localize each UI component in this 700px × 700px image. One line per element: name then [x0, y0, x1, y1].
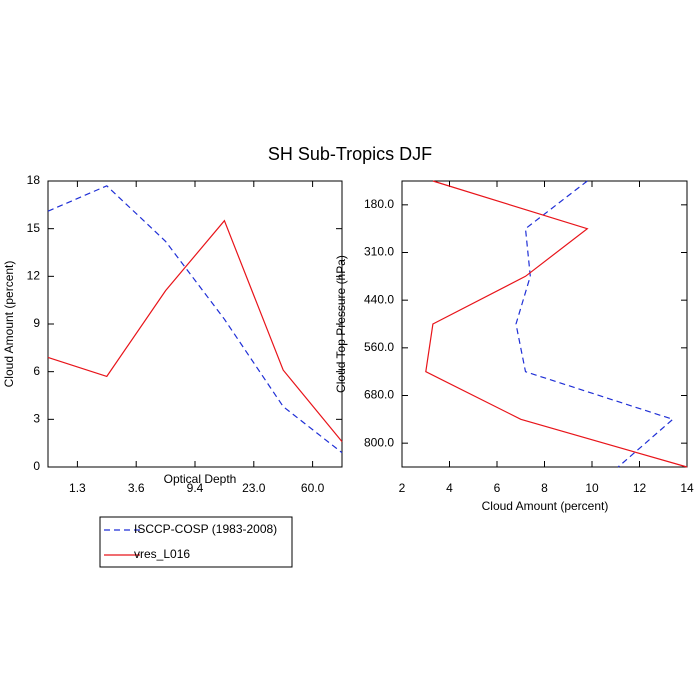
y-tick-label: 12 [27, 269, 41, 283]
chart-title: SH Sub-Tropics DJF [268, 144, 432, 164]
y-tick-label: 180.0 [364, 197, 394, 211]
plot-frame [47, 180, 343, 468]
legend-box [99, 516, 293, 568]
y-tick-label: 6 [33, 364, 40, 378]
y-tick-label: 9 [33, 316, 40, 330]
legend-label: ISCCP-COSP (1983-2008) [134, 522, 277, 536]
x-tick-label: 6 [494, 481, 501, 495]
x-tick-label: 60.0 [301, 481, 325, 495]
x-tick-label: 3.6 [128, 481, 145, 495]
y-tick-label: 440.0 [364, 292, 394, 306]
series-line [515, 180, 674, 468]
x-tick-label: 4 [446, 481, 453, 495]
y-tick-label: 800.0 [364, 435, 394, 449]
x-tick-label: 12 [633, 481, 647, 495]
y-tick-label: 15 [27, 221, 41, 235]
y-tick-label: 680.0 [364, 388, 394, 402]
series-line [47, 219, 343, 442]
plot-frame [401, 180, 688, 468]
series-line [425, 180, 688, 468]
legend-label: vres_L016 [134, 547, 190, 561]
y-tick-label: 18 [27, 173, 41, 187]
y-tick-label: 3 [33, 412, 40, 426]
y-tick-label: 310.0 [364, 245, 394, 259]
y-tick-label: 560.0 [364, 340, 394, 354]
x-axis-label: Optical Depth [164, 472, 237, 486]
x-tick-label: 10 [585, 481, 599, 495]
series-line [47, 185, 343, 454]
x-tick-label: 8 [541, 481, 548, 495]
y-tick-label: 0 [33, 459, 40, 473]
y-axis-label: Cloud Amount (percent) [2, 261, 16, 388]
x-tick-label: 9.4 [187, 481, 204, 495]
x-tick-label: 1.3 [69, 481, 86, 495]
x-tick-label: 14 [680, 481, 694, 495]
x-axis-label: Cloud Amount (percent) [482, 499, 609, 513]
x-tick-label: 23.0 [242, 481, 266, 495]
x-tick-label: 2 [399, 481, 406, 495]
